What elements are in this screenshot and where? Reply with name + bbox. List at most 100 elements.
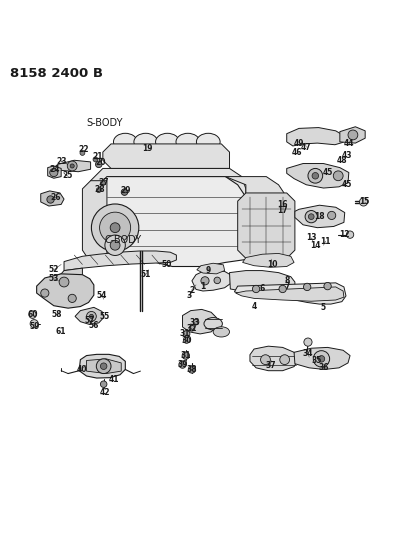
Circle shape bbox=[308, 214, 313, 220]
Polygon shape bbox=[47, 166, 61, 178]
Polygon shape bbox=[86, 359, 121, 374]
Circle shape bbox=[333, 171, 342, 181]
Polygon shape bbox=[36, 274, 94, 308]
Text: 4: 4 bbox=[251, 302, 256, 311]
Circle shape bbox=[303, 283, 310, 290]
Ellipse shape bbox=[213, 327, 229, 337]
Text: 40: 40 bbox=[76, 365, 87, 374]
Circle shape bbox=[346, 231, 353, 238]
Circle shape bbox=[70, 164, 74, 168]
Text: 20: 20 bbox=[95, 158, 106, 167]
Text: 47: 47 bbox=[300, 143, 311, 152]
Circle shape bbox=[59, 277, 69, 287]
Text: 23: 23 bbox=[56, 157, 66, 166]
Text: 48: 48 bbox=[336, 156, 347, 165]
Text: 42: 42 bbox=[99, 388, 110, 397]
Text: 45: 45 bbox=[341, 180, 351, 189]
Polygon shape bbox=[196, 263, 224, 274]
Text: 3: 3 bbox=[186, 292, 191, 301]
Text: 8: 8 bbox=[283, 276, 289, 285]
Circle shape bbox=[95, 161, 102, 167]
Circle shape bbox=[29, 311, 36, 318]
Text: 10: 10 bbox=[267, 260, 277, 269]
Circle shape bbox=[317, 356, 324, 362]
Text: 17: 17 bbox=[276, 206, 287, 215]
Circle shape bbox=[68, 294, 76, 302]
Polygon shape bbox=[339, 127, 364, 143]
Circle shape bbox=[183, 337, 189, 343]
Text: 39: 39 bbox=[177, 360, 187, 369]
Ellipse shape bbox=[204, 318, 222, 330]
Text: 21: 21 bbox=[92, 152, 103, 161]
Ellipse shape bbox=[196, 133, 220, 150]
Circle shape bbox=[40, 289, 49, 297]
Ellipse shape bbox=[113, 133, 137, 150]
Polygon shape bbox=[249, 346, 297, 370]
Polygon shape bbox=[82, 181, 107, 266]
Polygon shape bbox=[90, 168, 245, 213]
Polygon shape bbox=[54, 268, 82, 291]
Polygon shape bbox=[191, 271, 230, 291]
Text: 45: 45 bbox=[321, 168, 332, 177]
Text: 6: 6 bbox=[259, 284, 264, 293]
Circle shape bbox=[312, 351, 329, 367]
Circle shape bbox=[67, 161, 77, 171]
Text: S-BODY: S-BODY bbox=[86, 118, 123, 128]
Ellipse shape bbox=[175, 133, 199, 150]
Text: 27: 27 bbox=[99, 178, 109, 187]
Ellipse shape bbox=[155, 133, 179, 150]
Text: 43: 43 bbox=[341, 151, 352, 160]
Text: 31: 31 bbox=[180, 351, 191, 360]
Circle shape bbox=[304, 211, 317, 223]
Text: 49: 49 bbox=[293, 139, 303, 148]
Text: 61: 61 bbox=[56, 327, 66, 336]
Circle shape bbox=[30, 320, 38, 328]
Polygon shape bbox=[40, 191, 64, 206]
Polygon shape bbox=[64, 251, 176, 271]
Circle shape bbox=[110, 223, 120, 232]
Polygon shape bbox=[75, 308, 103, 325]
Circle shape bbox=[278, 285, 285, 293]
Text: 25: 25 bbox=[62, 171, 72, 180]
Text: 31: 31 bbox=[179, 329, 189, 338]
Circle shape bbox=[86, 311, 96, 321]
Polygon shape bbox=[103, 144, 229, 168]
Text: 52: 52 bbox=[49, 265, 59, 274]
Text: 18: 18 bbox=[313, 212, 324, 221]
Text: 55: 55 bbox=[99, 312, 110, 321]
Text: 13: 13 bbox=[305, 233, 316, 243]
Polygon shape bbox=[242, 253, 293, 268]
Text: 34: 34 bbox=[302, 349, 312, 358]
Polygon shape bbox=[182, 309, 216, 334]
Text: 16: 16 bbox=[277, 200, 287, 209]
Circle shape bbox=[303, 338, 311, 346]
Circle shape bbox=[80, 150, 85, 155]
Text: 37: 37 bbox=[265, 361, 275, 370]
Text: 14: 14 bbox=[309, 241, 320, 250]
Text: 36: 36 bbox=[317, 364, 328, 373]
Circle shape bbox=[100, 363, 107, 369]
Text: 59: 59 bbox=[29, 321, 39, 330]
Polygon shape bbox=[235, 287, 343, 301]
Ellipse shape bbox=[134, 133, 157, 150]
Circle shape bbox=[188, 366, 195, 373]
Circle shape bbox=[100, 381, 107, 387]
Circle shape bbox=[359, 198, 367, 206]
Text: 35: 35 bbox=[311, 356, 321, 365]
Text: 28: 28 bbox=[94, 185, 105, 194]
Polygon shape bbox=[286, 164, 348, 188]
Polygon shape bbox=[54, 160, 90, 172]
Text: 33: 33 bbox=[189, 318, 200, 327]
Polygon shape bbox=[99, 176, 265, 266]
Polygon shape bbox=[90, 181, 107, 259]
Circle shape bbox=[307, 168, 322, 183]
Circle shape bbox=[347, 130, 357, 140]
Text: 11: 11 bbox=[319, 237, 330, 246]
Text: 51: 51 bbox=[140, 270, 151, 279]
Text: 57: 57 bbox=[84, 316, 95, 325]
Text: C-BODY: C-BODY bbox=[104, 235, 142, 245]
Circle shape bbox=[96, 188, 101, 192]
Text: 5: 5 bbox=[320, 303, 325, 312]
Text: 32: 32 bbox=[186, 324, 197, 333]
Text: 53: 53 bbox=[49, 274, 59, 283]
